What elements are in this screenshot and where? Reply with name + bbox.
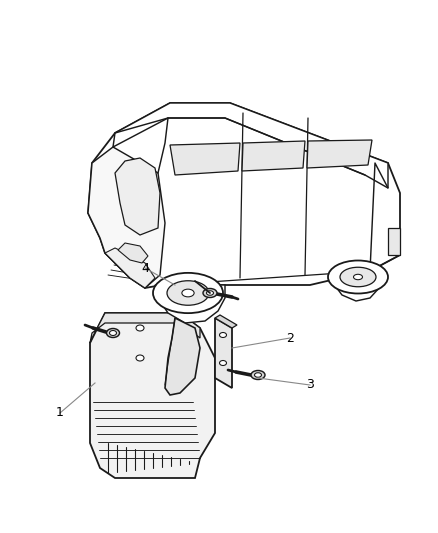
Polygon shape <box>170 143 240 175</box>
Ellipse shape <box>254 373 261 377</box>
Ellipse shape <box>136 325 144 331</box>
Polygon shape <box>90 313 200 343</box>
Ellipse shape <box>136 355 144 361</box>
Ellipse shape <box>167 281 209 305</box>
Polygon shape <box>242 141 305 171</box>
Ellipse shape <box>203 288 217 297</box>
Polygon shape <box>155 285 225 323</box>
Polygon shape <box>307 140 372 168</box>
Ellipse shape <box>353 274 363 280</box>
Text: 2: 2 <box>286 332 294 344</box>
Text: 3: 3 <box>306 378 314 392</box>
Polygon shape <box>90 313 215 478</box>
Ellipse shape <box>106 328 120 337</box>
Polygon shape <box>105 248 155 288</box>
Polygon shape <box>388 228 400 255</box>
Ellipse shape <box>182 289 194 297</box>
Polygon shape <box>115 158 160 235</box>
Text: 4: 4 <box>141 262 149 274</box>
Polygon shape <box>88 103 400 288</box>
Polygon shape <box>330 268 383 301</box>
Ellipse shape <box>251 370 265 379</box>
Polygon shape <box>215 318 232 388</box>
Polygon shape <box>215 315 237 328</box>
Ellipse shape <box>340 267 376 287</box>
Ellipse shape <box>206 290 213 295</box>
Ellipse shape <box>219 333 226 337</box>
Polygon shape <box>88 147 165 288</box>
Ellipse shape <box>110 330 117 335</box>
Polygon shape <box>118 243 148 263</box>
Polygon shape <box>113 103 388 188</box>
Ellipse shape <box>153 273 223 313</box>
Polygon shape <box>165 318 200 395</box>
Text: 1: 1 <box>56 407 64 419</box>
Ellipse shape <box>328 261 388 294</box>
Ellipse shape <box>219 360 226 366</box>
